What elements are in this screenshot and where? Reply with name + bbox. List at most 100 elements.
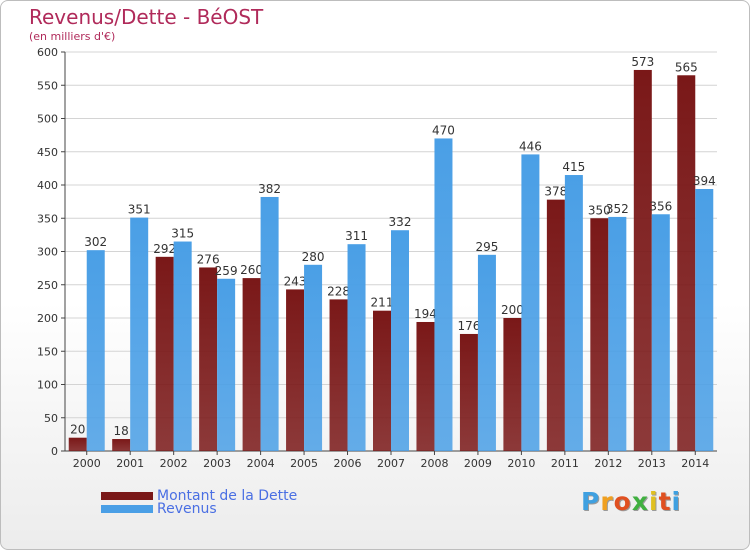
y-tick-label: 0	[51, 445, 58, 458]
bar	[651, 214, 670, 451]
y-tick-label: 200	[37, 312, 58, 325]
proxiti-logo: Proxiti	[581, 487, 681, 516]
x-tick-label: 2010	[507, 457, 535, 470]
bar	[546, 199, 565, 451]
x-tick-label: 2009	[464, 457, 492, 470]
x-tick-label: 2004	[247, 457, 275, 470]
bar	[521, 154, 540, 451]
bar-value-label: 315	[171, 227, 194, 241]
bar	[590, 218, 609, 451]
bar-value-label: 260	[240, 263, 263, 277]
y-tick-label: 150	[37, 345, 58, 358]
x-tick-label: 2002	[160, 457, 188, 470]
y-tick-label: 50	[44, 412, 58, 425]
bar	[155, 256, 174, 451]
logo-letter: x	[631, 487, 649, 516]
bar	[173, 241, 192, 451]
y-tick-label: 100	[37, 379, 58, 392]
bar-value-label: 200	[501, 303, 524, 317]
bar-value-label: 446	[519, 139, 542, 153]
bar-value-label: 470	[432, 123, 455, 137]
bar	[217, 278, 236, 451]
y-tick-label: 250	[37, 279, 58, 292]
y-tick-label: 350	[37, 212, 58, 225]
bar-value-label: 332	[389, 215, 412, 229]
bar	[304, 264, 323, 451]
bar	[199, 267, 218, 451]
bar-value-label: 565	[675, 60, 698, 74]
bar-value-label: 228	[327, 284, 350, 298]
x-tick-label: 2012	[594, 457, 622, 470]
bar-value-label: 276	[197, 252, 220, 266]
bar	[130, 217, 149, 451]
bar	[503, 318, 522, 451]
legend-item-dette: Montant de la Dette	[101, 488, 297, 504]
bar-value-label: 280	[302, 250, 325, 264]
bar-value-label: 18	[114, 424, 129, 438]
logo-letter: P	[581, 487, 601, 516]
x-tick-label: 2003	[203, 457, 231, 470]
bar	[260, 196, 279, 451]
bar	[329, 299, 348, 451]
logo-letter: i	[649, 487, 659, 516]
bar	[477, 254, 496, 451]
bar-value-label: 194	[414, 307, 437, 321]
bar	[68, 437, 87, 451]
bar	[286, 289, 305, 451]
bar	[608, 216, 627, 451]
bar-value-label: 259	[215, 264, 238, 278]
bar-value-label: 394	[693, 174, 716, 188]
bar-value-label: 378	[544, 185, 567, 199]
bar-value-label: 292	[153, 242, 176, 256]
bar	[633, 69, 652, 451]
bar	[373, 310, 391, 451]
y-tick-label: 500	[37, 113, 58, 126]
logo-letter: o	[613, 487, 632, 516]
logo-letter: r	[600, 487, 614, 516]
chart-title: Revenus/Dette - BéOST	[29, 5, 264, 29]
bar	[112, 439, 131, 451]
bar	[391, 230, 409, 451]
x-tick-label: 2001	[116, 457, 144, 470]
bar-value-label: 243	[284, 274, 307, 288]
y-tick-label: 550	[37, 79, 58, 92]
bar-value-label: 382	[258, 182, 281, 196]
bar-value-label: 176	[457, 319, 480, 333]
x-tick-label: 2011	[551, 457, 579, 470]
bar-value-label: 352	[606, 202, 629, 216]
bar-value-label: 311	[345, 229, 368, 243]
logo-letter: i	[671, 487, 682, 516]
x-tick-label: 2013	[638, 457, 666, 470]
bar-value-label: 211	[371, 296, 394, 310]
legend-label-revenus: Revenus	[157, 501, 217, 517]
x-tick-label: 2000	[73, 457, 101, 470]
x-tick-label: 2006	[334, 457, 362, 470]
y-tick-label: 450	[37, 146, 58, 159]
bar-value-label: 573	[631, 55, 654, 69]
bar	[434, 138, 453, 451]
legend-label-dette: Montant de la Dette	[157, 488, 298, 504]
bar	[416, 321, 435, 451]
x-tick-label: 2014	[681, 457, 709, 470]
bar-value-label: 20	[70, 423, 85, 437]
x-tick-label: 2008	[420, 457, 448, 470]
bar-value-label: 302	[84, 235, 107, 249]
bar	[677, 75, 696, 452]
legend-item-revenus: Revenus	[101, 501, 217, 517]
bar	[347, 244, 366, 451]
bar	[86, 250, 105, 451]
bar-value-label: 415	[562, 160, 585, 174]
y-tick-label: 600	[37, 46, 58, 59]
y-tick-label: 300	[37, 246, 58, 259]
legend-swatch-revenus	[101, 505, 153, 513]
bar-value-label: 350	[588, 203, 611, 217]
x-tick-label: 2007	[377, 457, 405, 470]
bar-value-label: 356	[649, 199, 672, 213]
legend-swatch-dette	[101, 492, 153, 500]
bar	[242, 278, 261, 451]
bar-value-label: 351	[128, 203, 151, 217]
x-tick-label: 2005	[290, 457, 318, 470]
bar	[564, 175, 583, 451]
